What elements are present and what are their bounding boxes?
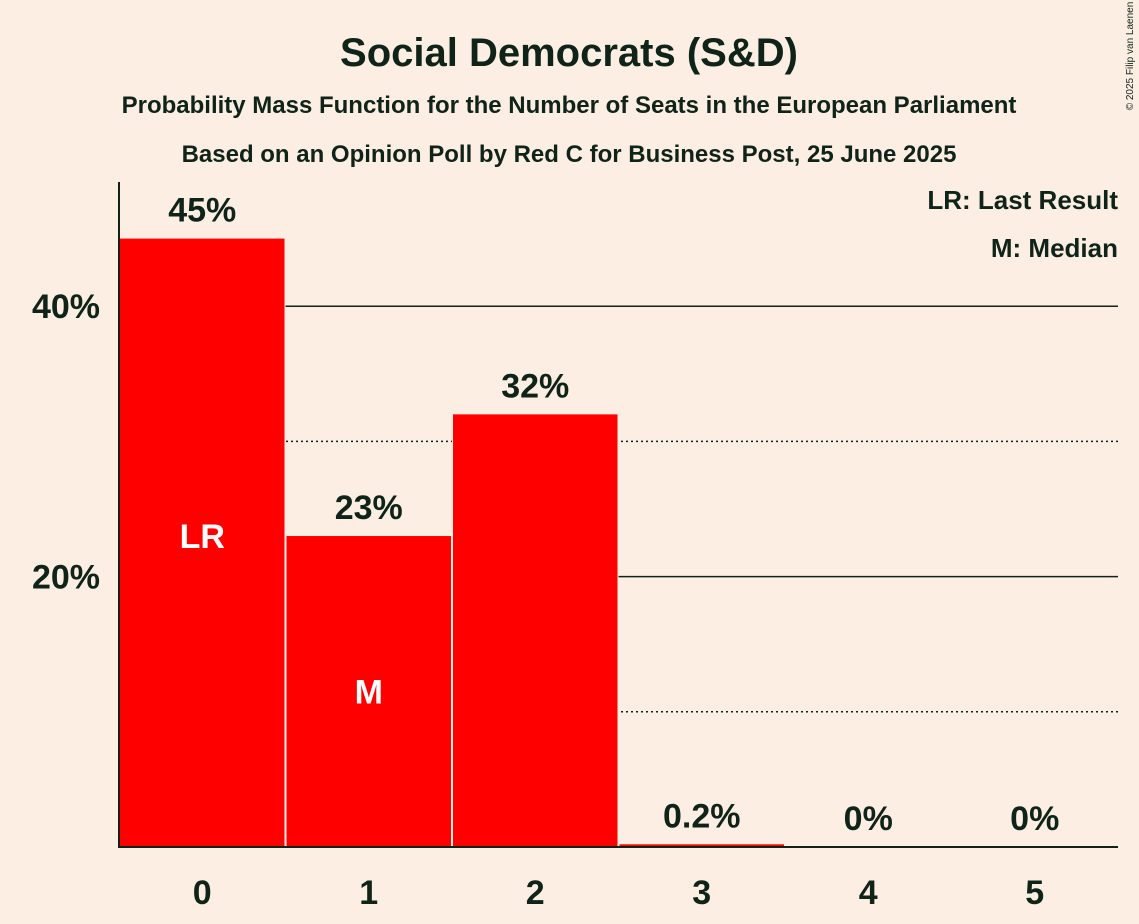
bar-1: [286, 536, 451, 847]
copyright-notice: © 2025 Filip van Laenen: [1125, 2, 1136, 111]
value-label-5: 0%: [1010, 800, 1059, 838]
x-tick-label-5: 5: [1025, 874, 1044, 912]
value-label-0: 45%: [168, 192, 236, 230]
chart-title: Social Democrats (S&D): [340, 31, 798, 75]
chart-source: Based on an Opinion Poll by Red C for Bu…: [182, 141, 957, 168]
bar-0: [120, 238, 285, 848]
legend-last-result: LR: Last Result: [927, 185, 1118, 215]
x-tick-label-1: 1: [359, 874, 378, 912]
bar-2: [453, 414, 618, 847]
axes: [118, 182, 1118, 848]
x-tick-label-3: 3: [692, 874, 711, 912]
bar-3: [619, 844, 784, 847]
legend-median: M: Median: [991, 233, 1118, 263]
bar-annotation-lr: LR: [180, 518, 225, 556]
y-tick-label-40: 40%: [32, 288, 100, 326]
x-tick-label-0: 0: [193, 874, 212, 912]
y-tick-label-20: 20%: [32, 559, 100, 597]
bar-annotation-m: M: [355, 674, 383, 712]
value-label-4: 0%: [844, 800, 893, 838]
value-label-2: 32%: [501, 367, 569, 405]
chart-subtitle: Probability Mass Function for the Number…: [122, 92, 1017, 119]
x-tick-label-2: 2: [526, 874, 545, 912]
value-label-3: 0.2%: [663, 797, 741, 835]
x-tick-label-4: 4: [859, 874, 878, 912]
bars: [119, 238, 785, 848]
value-label-1: 23%: [335, 489, 403, 527]
